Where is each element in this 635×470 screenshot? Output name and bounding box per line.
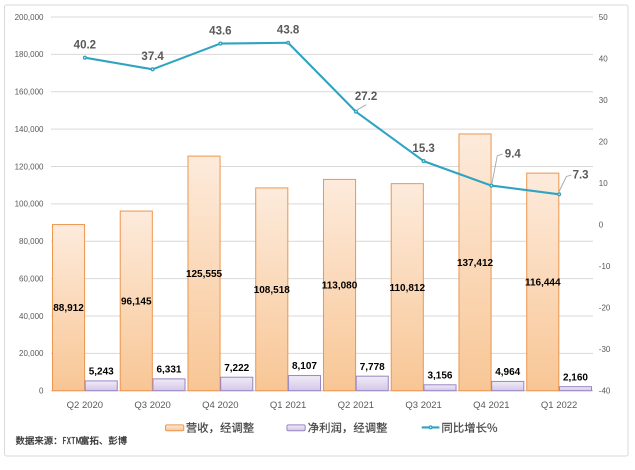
svg-text:120,000: 120,000 (15, 162, 44, 171)
svg-text:10: 10 (599, 179, 608, 188)
svg-text:-20: -20 (599, 303, 611, 312)
svg-text:37.4: 37.4 (141, 51, 164, 63)
svg-text:Q2 2020: Q2 2020 (67, 400, 103, 411)
svg-text:20: 20 (599, 137, 608, 146)
svg-text:108,518: 108,518 (254, 285, 291, 296)
svg-text:3,156: 3,156 (427, 370, 452, 381)
svg-text:60,000: 60,000 (19, 274, 44, 283)
svg-text:Q4 2021: Q4 2021 (473, 400, 509, 411)
svg-text:100,000: 100,000 (15, 200, 44, 209)
svg-text:27.2: 27.2 (355, 91, 377, 103)
svg-text:80,000: 80,000 (19, 237, 44, 246)
svg-text:-40: -40 (599, 387, 611, 396)
svg-text:2,160: 2,160 (563, 372, 588, 383)
svg-text:116,444: 116,444 (525, 278, 561, 289)
svg-text:-10: -10 (599, 262, 611, 271)
svg-text:40,000: 40,000 (19, 312, 44, 321)
svg-text:5,243: 5,243 (89, 367, 114, 378)
svg-text:110,812: 110,812 (389, 283, 425, 294)
svg-text:7,222: 7,222 (224, 363, 249, 374)
svg-text:160,000: 160,000 (15, 88, 44, 97)
svg-text:6,331: 6,331 (156, 364, 181, 375)
svg-text:8,107: 8,107 (292, 361, 317, 372)
svg-text:7,778: 7,778 (360, 362, 385, 373)
svg-text:Q3 2020: Q3 2020 (134, 400, 170, 411)
svg-text:0: 0 (599, 220, 604, 229)
svg-text:30: 30 (599, 96, 608, 105)
svg-text:7.3: 7.3 (573, 169, 589, 181)
svg-text:200,000: 200,000 (15, 13, 44, 22)
svg-text:0: 0 (39, 387, 44, 396)
svg-text:140,000: 140,000 (15, 125, 44, 134)
svg-text:180,000: 180,000 (15, 50, 44, 59)
svg-text:Q2 2021: Q2 2021 (338, 400, 374, 411)
svg-text:9.4: 9.4 (505, 149, 522, 161)
svg-text:Q3 2021: Q3 2021 (405, 400, 441, 411)
svg-text:43.6: 43.6 (209, 25, 231, 37)
svg-text:Q1 2022: Q1 2022 (541, 400, 577, 411)
svg-text:Q1 2021: Q1 2021 (270, 400, 306, 411)
svg-text:15.3: 15.3 (412, 143, 434, 155)
svg-text:43.8: 43.8 (277, 24, 300, 36)
svg-text:4,964: 4,964 (495, 367, 520, 378)
svg-text:-30: -30 (599, 345, 611, 354)
svg-text:113,080: 113,080 (322, 281, 358, 292)
svg-text:137,412: 137,412 (457, 258, 494, 269)
svg-text:40.2: 40.2 (74, 39, 96, 51)
svg-text:50: 50 (599, 13, 608, 22)
svg-text:125,555: 125,555 (186, 269, 223, 280)
svg-text:Q4 2020: Q4 2020 (202, 400, 238, 411)
svg-text:96,145: 96,145 (121, 296, 152, 307)
svg-text:40: 40 (599, 54, 608, 63)
svg-text:20,000: 20,000 (19, 349, 44, 358)
svg-text:88,912: 88,912 (53, 303, 84, 314)
